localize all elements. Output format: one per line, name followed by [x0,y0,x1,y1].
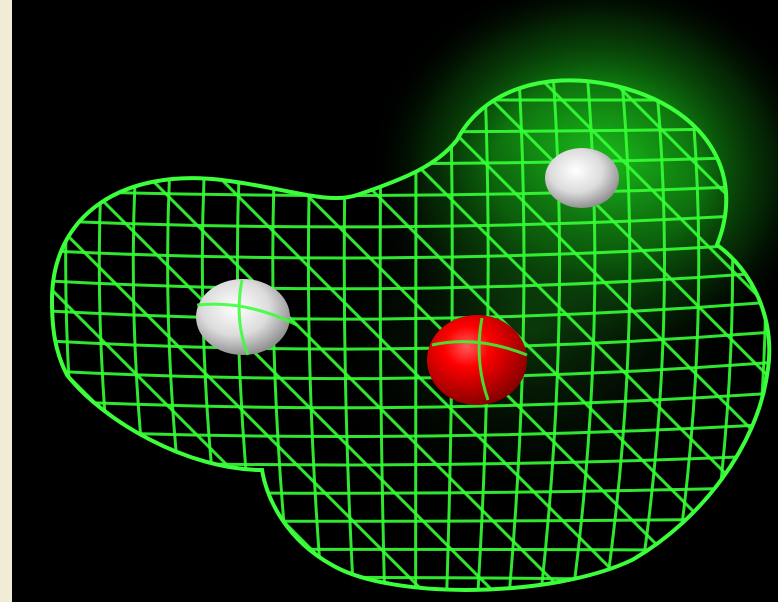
mesh-line [520,80,770,590]
mesh-front-lines [196,279,528,401]
molecule-svg [12,0,778,602]
mesh-line [52,211,770,229]
mesh-line [590,80,770,590]
mesh-line [52,299,770,321]
mesh-line [636,80,666,590]
oxygen-atom [427,315,527,405]
mesh-line [52,329,770,351]
mesh-outline [49,78,772,592]
mesh-line [380,80,770,590]
mesh-line [52,391,770,410]
molecule-scene [12,0,778,602]
mesh-line [570,80,597,590]
mesh-line [52,270,770,291]
hydrogen-atom-top [545,148,619,208]
side-strip [0,0,12,602]
mesh-line [52,240,770,260]
mesh-line [52,80,434,590]
mesh-line [603,80,632,590]
mesh-line [52,183,770,197]
mesh-line [450,80,770,590]
mesh-line [538,80,562,590]
hydrogen-atom-left [196,279,290,355]
